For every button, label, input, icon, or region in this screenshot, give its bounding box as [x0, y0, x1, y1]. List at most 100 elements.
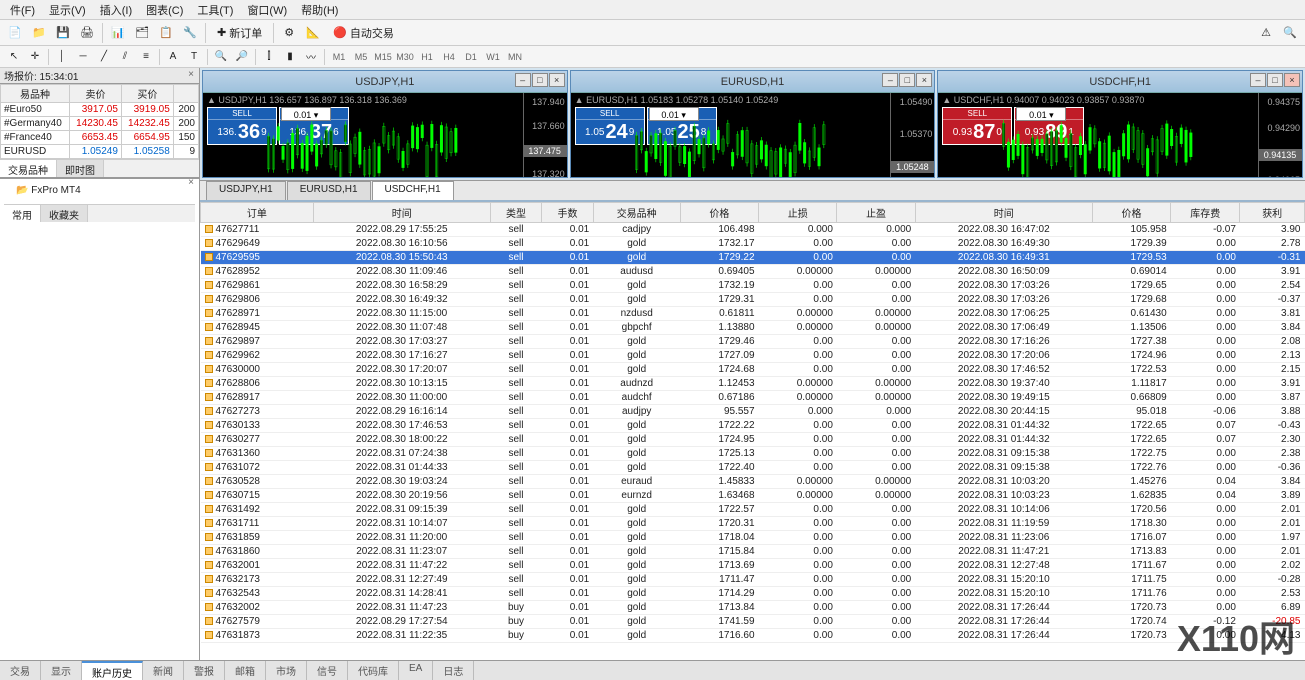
tool-opt-icon[interactable]: 📐 [302, 22, 324, 44]
timeframe-MN[interactable]: MN [504, 49, 526, 65]
order-col[interactable]: 价格 [680, 203, 758, 223]
order-col[interactable]: 获利 [1240, 203, 1305, 223]
menu-item[interactable]: 帮助(H) [295, 0, 344, 20]
maximize-icon[interactable]: □ [1267, 73, 1283, 87]
close-icon[interactable]: × [549, 73, 565, 87]
order-col[interactable]: 订单 [201, 203, 314, 223]
timeframe-M5[interactable]: M5 [350, 49, 372, 65]
quote-row[interactable]: EURUSD1.052491.052589 [1, 145, 199, 159]
order-row[interactable]: 47630000 2022.08.30 17:20:07 sell 0.01 g… [201, 363, 1305, 377]
order-row[interactable]: 47629861 2022.08.30 16:58:29 sell 0.01 g… [201, 279, 1305, 293]
nav-tab-common[interactable]: 常用 [4, 205, 41, 222]
order-col[interactable]: 止盈 [837, 203, 915, 223]
trendline-icon[interactable]: ╱ [94, 48, 114, 66]
order-row[interactable]: 47632002 2022.08.31 11:47:23 buy 0.01 go… [201, 601, 1305, 615]
order-row[interactable]: 47631360 2022.08.31 07:24:38 sell 0.01 g… [201, 447, 1305, 461]
tool-search-icon[interactable]: 🔍 [1279, 22, 1301, 44]
quotes-tab[interactable]: 即时图 [57, 160, 104, 177]
tool-folder-icon[interactable]: 📁 [28, 22, 50, 44]
crosshair-icon[interactable]: ✛ [25, 48, 45, 66]
order-row[interactable]: 47630133 2022.08.30 17:46:53 sell 0.01 g… [201, 419, 1305, 433]
timeframe-M1[interactable]: M1 [328, 49, 350, 65]
order-row[interactable]: 47630277 2022.08.30 18:00:22 sell 0.01 g… [201, 433, 1305, 447]
order-row[interactable]: 47629897 2022.08.30 17:03:27 sell 0.01 g… [201, 335, 1305, 349]
chart-tab[interactable]: USDJPY,H1 [206, 181, 286, 200]
timeframe-H1[interactable]: H1 [416, 49, 438, 65]
order-row[interactable]: 47631859 2022.08.31 11:20:00 sell 0.01 g… [201, 531, 1305, 545]
timeframe-M30[interactable]: M30 [394, 49, 416, 65]
timeframe-W1[interactable]: W1 [482, 49, 504, 65]
order-row[interactable]: 47627579 2022.08.29 17:27:54 buy 0.01 go… [201, 615, 1305, 629]
tool-save-icon[interactable]: 💾 [52, 22, 74, 44]
fib-icon[interactable]: ≡ [136, 48, 156, 66]
menu-item[interactable]: 图表(C) [140, 0, 189, 20]
terminal-tab[interactable]: 代码库 [348, 661, 399, 680]
order-row[interactable]: 47629595 2022.08.30 15:50:43 sell 0.01 g… [201, 251, 1305, 265]
hline-icon[interactable]: ─ [73, 48, 93, 66]
quotes-tab[interactable]: 交易品种 [0, 160, 57, 177]
minimize-icon[interactable]: – [882, 73, 898, 87]
terminal-tab[interactable]: 日志 [433, 661, 474, 680]
nav-root[interactable]: 📂 FxPro MT4 [4, 183, 195, 198]
tool-terminal-icon[interactable]: 📋 [155, 22, 177, 44]
timeframe-M15[interactable]: M15 [372, 49, 394, 65]
lot-input[interactable]: 0.01 ▾ [1016, 107, 1066, 121]
maximize-icon[interactable]: □ [899, 73, 915, 87]
tool-nav-icon[interactable]: 🗂 [131, 22, 153, 44]
candles-icon[interactable]: ▮ [280, 48, 300, 66]
chart-canvas[interactable]: ▲ EURUSD,H1 1.05183 1.05278 1.05140 1.05… [571, 93, 935, 177]
vline-icon[interactable]: │ [52, 48, 72, 66]
tool-test-icon[interactable]: 🔧 [179, 22, 201, 44]
tool-meta-icon[interactable]: ⚙ [278, 22, 300, 44]
line-icon[interactable]: 〰 [301, 48, 321, 66]
order-row[interactable]: 47630715 2022.08.30 20:19:56 sell 0.01 e… [201, 489, 1305, 503]
zoom-out-icon[interactable]: 🔎 [232, 48, 252, 66]
order-col[interactable]: 时间 [915, 203, 1092, 223]
minimize-icon[interactable]: – [1250, 73, 1266, 87]
order-col[interactable]: 类型 [490, 203, 541, 223]
close-icon[interactable]: × [1284, 73, 1300, 87]
zoom-in-icon[interactable]: 🔍 [211, 48, 231, 66]
menu-item[interactable]: 件(F) [4, 0, 41, 20]
order-row[interactable]: 47629962 2022.08.30 17:16:27 sell 0.01 g… [201, 349, 1305, 363]
order-col[interactable]: 手数 [542, 203, 593, 223]
text-icon[interactable]: A [163, 48, 183, 66]
order-row[interactable]: 47632543 2022.08.31 14:28:41 sell 0.01 g… [201, 587, 1305, 601]
order-row[interactable]: 47632173 2022.08.31 12:27:49 sell 0.01 g… [201, 573, 1305, 587]
menu-item[interactable]: 显示(V) [43, 0, 92, 20]
label-icon[interactable]: T [184, 48, 204, 66]
maximize-icon[interactable]: □ [532, 73, 548, 87]
minimize-icon[interactable]: – [515, 73, 531, 87]
order-row[interactable]: 47632001 2022.08.31 11:47:22 sell 0.01 g… [201, 559, 1305, 573]
order-col[interactable]: 价格 [1092, 203, 1170, 223]
tool-signal-icon[interactable]: ⚠ [1255, 22, 1277, 44]
tool-print-icon[interactable]: 🖨 [76, 22, 98, 44]
channel-icon[interactable]: ⫽ [115, 48, 135, 66]
order-row[interactable]: 47628971 2022.08.30 11:15:00 sell 0.01 n… [201, 307, 1305, 321]
terminal-tab[interactable]: 账户历史 [82, 661, 143, 680]
menu-item[interactable]: 插入(I) [94, 0, 138, 20]
order-row[interactable]: 47628945 2022.08.30 11:07:48 sell 0.01 g… [201, 321, 1305, 335]
order-row[interactable]: 47628917 2022.08.30 11:00:00 sell 0.01 a… [201, 391, 1305, 405]
cursor-icon[interactable]: ↖ [4, 48, 24, 66]
order-row[interactable]: 47629649 2022.08.30 16:10:56 sell 0.01 g… [201, 237, 1305, 251]
chart-canvas[interactable]: ▲ USDJPY,H1 136.657 136.897 136.318 136.… [203, 93, 567, 177]
nav-tab-fav[interactable]: 收藏夹 [41, 205, 88, 222]
lot-input[interactable]: 0.01 ▾ [281, 107, 331, 121]
order-row[interactable]: 47631860 2022.08.31 11:23:07 sell 0.01 g… [201, 545, 1305, 559]
terminal-tab[interactable]: 邮箱 [225, 661, 266, 680]
order-row[interactable]: 47631072 2022.08.31 01:44:33 sell 0.01 g… [201, 461, 1305, 475]
order-row[interactable]: 47631492 2022.08.31 09:15:39 sell 0.01 g… [201, 503, 1305, 517]
bars-icon[interactable]: ⫿ [259, 48, 279, 66]
order-row[interactable]: 47630528 2022.08.30 19:03:24 sell 0.01 e… [201, 475, 1305, 489]
terminal-tab[interactable]: 市场 [266, 661, 307, 680]
close-icon[interactable]: × [185, 69, 197, 81]
terminal-tab[interactable]: 信号 [307, 661, 348, 680]
tool-market-icon[interactable]: 📊 [107, 22, 129, 44]
quote-row[interactable]: #Germany4014230.4514232.45200 [1, 117, 199, 131]
order-row[interactable]: 47631873 2022.08.31 11:22:35 buy 0.01 go… [201, 629, 1305, 643]
quote-row[interactable]: #France406653.456654.95150 [1, 131, 199, 145]
terminal-tab[interactable]: 交易 [0, 661, 41, 680]
chart-canvas[interactable]: ▲ USDCHF,H1 0.94007 0.94023 0.93857 0.93… [938, 93, 1302, 177]
terminal-tab[interactable]: EA [399, 661, 433, 680]
